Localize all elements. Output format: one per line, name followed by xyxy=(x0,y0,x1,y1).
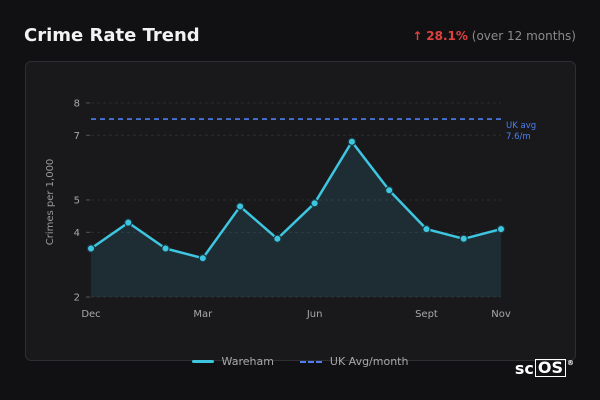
data-point xyxy=(124,218,133,227)
data-point xyxy=(235,202,245,211)
y-axis-label: Crimes per 1,000 xyxy=(45,159,56,246)
change-indicator: ↑ 28.1% (over 12 months) xyxy=(412,29,576,43)
data-point xyxy=(273,234,282,243)
logo-boxed-text: OS xyxy=(534,359,566,377)
data-point xyxy=(198,253,208,263)
registered-mark: ® xyxy=(567,359,574,367)
legend-label-wareham: Wareham xyxy=(221,355,274,368)
reference-label-line2: 7.6/m xyxy=(506,132,531,142)
page-title: Crime Rate Trend xyxy=(24,25,200,46)
grid-layer xyxy=(86,102,501,298)
x-tick-labels: Dec Mar Jun Sept Nov xyxy=(81,309,511,320)
data-point xyxy=(496,224,506,234)
legend-swatch-solid xyxy=(191,360,214,363)
chart-legend: Wareham UK Avg/month xyxy=(0,355,600,368)
logo-text: sc xyxy=(514,359,534,378)
data-point xyxy=(347,137,357,146)
x-tick-label: Sept xyxy=(415,309,438,320)
x-tick-label: Mar xyxy=(193,309,213,320)
brand-logo: sc OS ® xyxy=(515,359,574,378)
change-value: 28.1% xyxy=(426,29,468,43)
reference-label-line1: UK avg xyxy=(506,121,536,131)
data-point xyxy=(459,234,468,243)
series-line xyxy=(90,140,502,260)
change-note: (over 12 months) xyxy=(471,29,576,43)
legend-item-uk-avg[interactable]: UK Avg/month xyxy=(299,355,409,368)
x-tick-label: Nov xyxy=(491,309,511,320)
x-tick-label: Dec xyxy=(81,309,100,320)
chart-card xyxy=(25,61,576,361)
legend-swatch-dashed xyxy=(299,360,322,363)
legend-label-uk-avg: UK Avg/month xyxy=(329,355,409,368)
area-layer xyxy=(91,141,501,297)
legend-item-wareham[interactable]: Wareham xyxy=(191,355,274,368)
data-point xyxy=(86,244,96,253)
data-point xyxy=(310,199,319,208)
y-tick-label: 4 xyxy=(74,228,80,239)
series-area-fill xyxy=(91,141,501,297)
up-arrow-icon: ↑ xyxy=(412,29,423,43)
data-point xyxy=(161,244,170,253)
y-tick-label: 7 xyxy=(74,131,80,142)
series-line-layer xyxy=(90,140,502,260)
data-points xyxy=(86,137,506,263)
y-tick-label: 5 xyxy=(74,195,80,206)
x-tick-label: Jun xyxy=(306,309,323,320)
y-tick-labels: 2 4 5 7 8 xyxy=(74,98,80,303)
data-point xyxy=(422,224,431,234)
data-point xyxy=(384,186,394,195)
y-tick-label: 8 xyxy=(74,98,80,109)
y-tick-label: 2 xyxy=(74,293,80,304)
